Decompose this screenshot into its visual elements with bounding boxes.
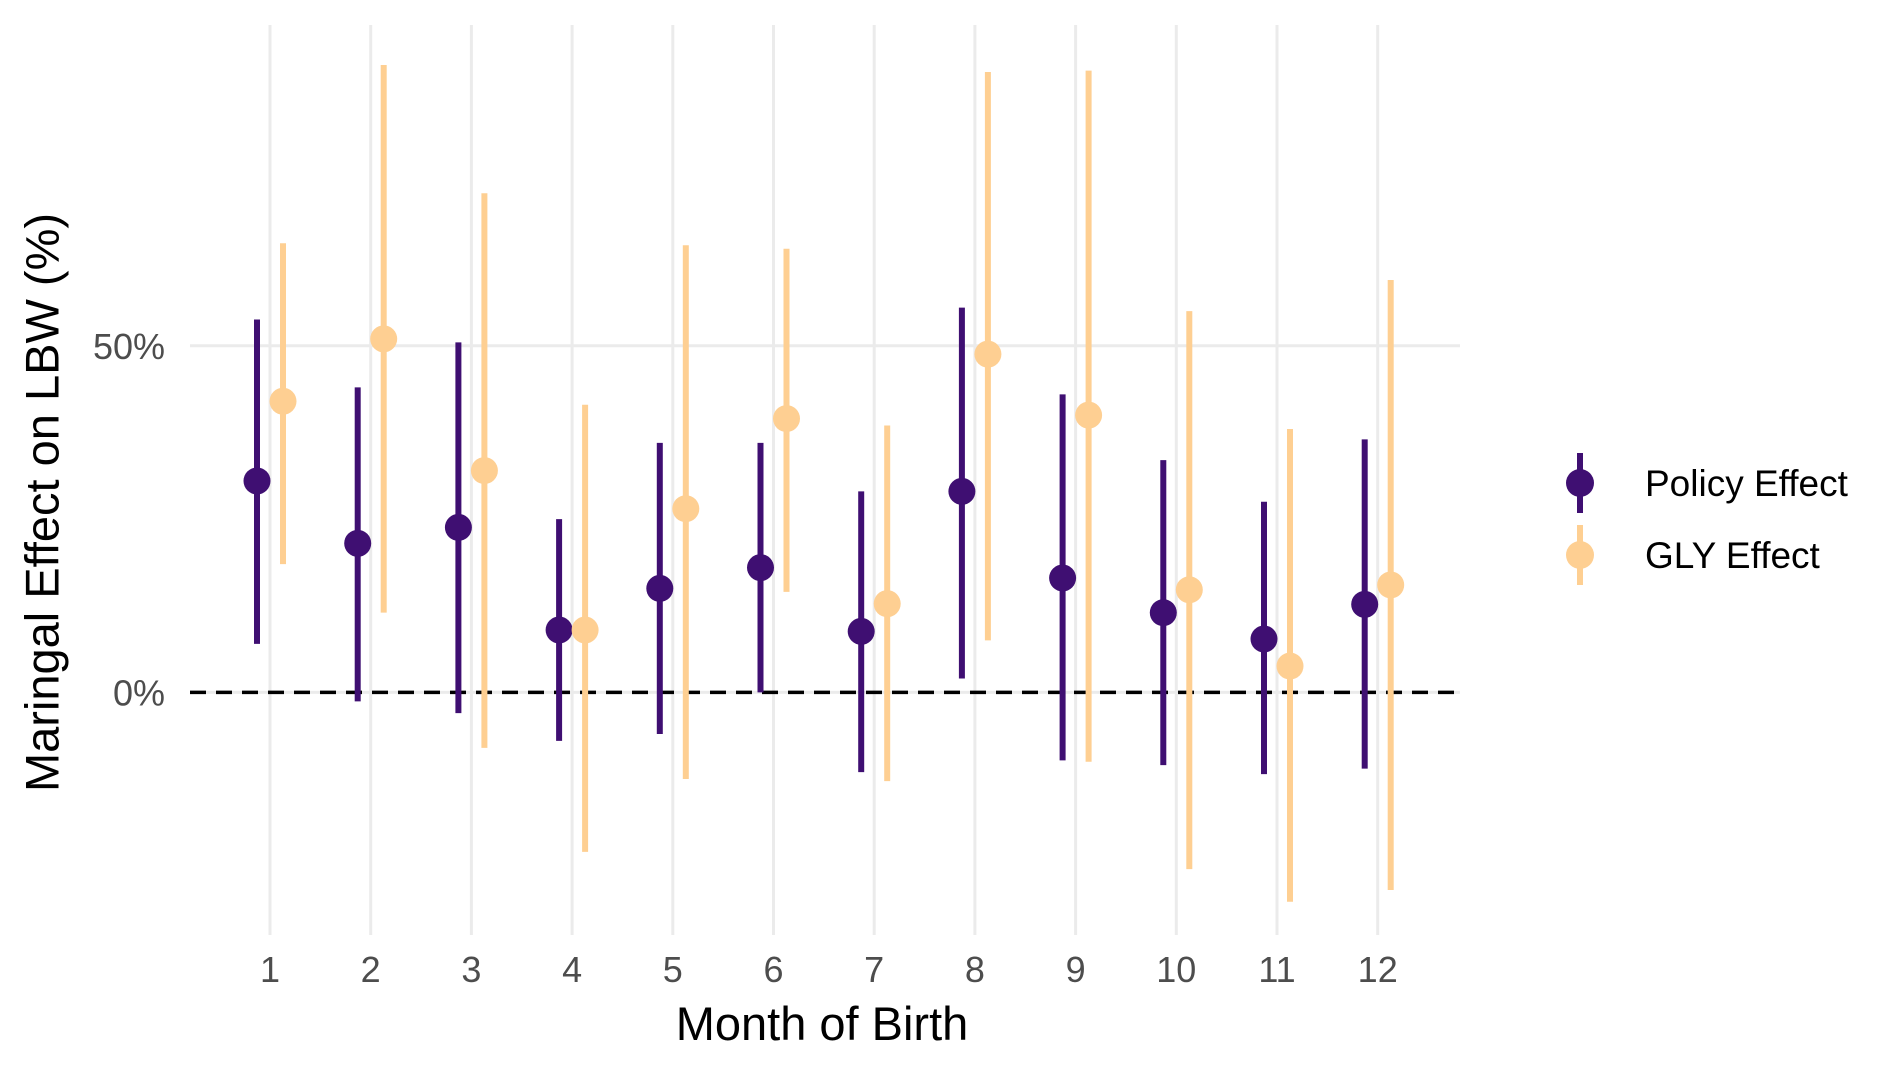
data-point	[470, 457, 498, 485]
data-point	[545, 616, 573, 644]
data-point	[672, 495, 700, 523]
data-point	[444, 513, 472, 541]
data-point	[1351, 590, 1379, 618]
x-tick-label: 11	[1258, 949, 1295, 990]
data-point	[1049, 564, 1077, 592]
data-point	[1075, 401, 1103, 429]
legend-key-point	[1566, 469, 1594, 497]
legend-label: GLY Effect	[1645, 535, 1821, 576]
data-point	[974, 340, 1002, 368]
data-point	[1175, 576, 1203, 604]
data-point	[1250, 625, 1278, 653]
data-point	[1276, 652, 1304, 680]
data-point	[243, 467, 271, 495]
legend-key-point	[1566, 541, 1594, 569]
x-tick-label: 1	[260, 949, 280, 990]
plot-marks	[243, 65, 1405, 902]
x-tick-label: 6	[763, 949, 783, 990]
legend-label: Policy Effect	[1645, 463, 1849, 504]
data-point	[571, 616, 599, 644]
x-tick-label: 12	[1358, 949, 1398, 990]
data-point	[370, 325, 398, 353]
x-tick-label: 9	[1066, 949, 1086, 990]
y-axis-ticks: 0% 50%	[93, 326, 165, 714]
data-point	[1149, 599, 1177, 627]
x-tick-label: 7	[864, 949, 884, 990]
data-point	[344, 529, 372, 557]
data-point	[773, 405, 800, 433]
x-tick-label: 2	[361, 949, 381, 990]
series-policy-effect	[243, 307, 1379, 775]
x-tick-label: 3	[461, 949, 481, 990]
x-tick-label: 10	[1156, 949, 1196, 990]
data-point	[1377, 571, 1405, 599]
x-tick-label: 5	[663, 949, 683, 990]
legend-item-gly-effect: GLY Effect	[1566, 525, 1821, 585]
data-point	[873, 590, 901, 618]
legend: Policy Effect GLY Effect	[1566, 453, 1849, 585]
y-tick-label: 0%	[113, 672, 165, 713]
data-point	[646, 574, 674, 602]
x-axis-title: Month of Birth	[676, 997, 969, 1050]
x-tick-label: 8	[965, 949, 985, 990]
data-point	[847, 617, 875, 645]
series-gly-effect	[269, 65, 1405, 902]
y-axis-title: Maringal Effect on LBW (%)	[15, 213, 68, 792]
gridlines	[190, 25, 1460, 935]
y-tick-label: 50%	[93, 326, 165, 367]
data-point	[269, 387, 297, 415]
data-point	[747, 554, 774, 582]
legend-item-policy-effect: Policy Effect	[1566, 453, 1849, 513]
data-point	[948, 477, 976, 505]
x-axis-ticks: 1 2 3 4 5 6 7 8 9 10 11 12	[260, 949, 1398, 990]
x-tick-label: 4	[562, 949, 582, 990]
